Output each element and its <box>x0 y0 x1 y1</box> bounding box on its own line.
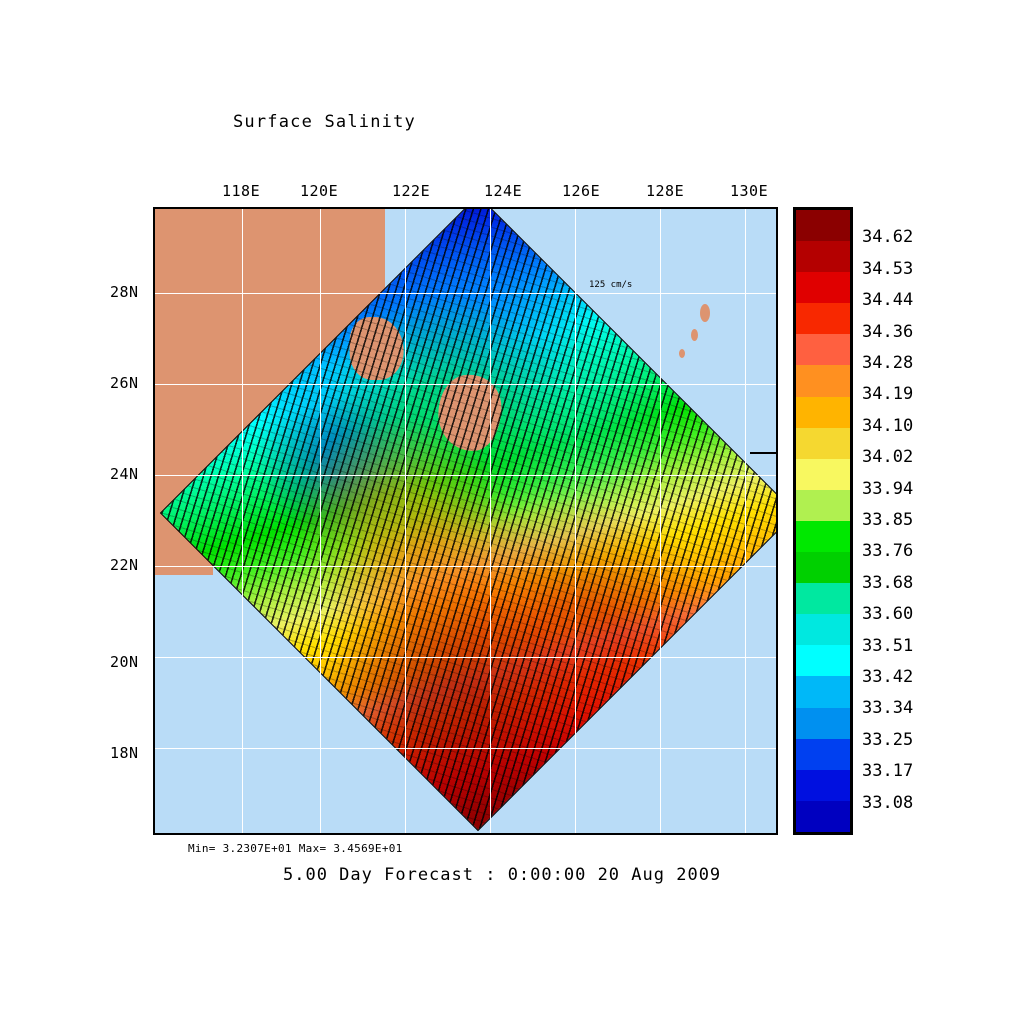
colorbar-band-0 <box>796 210 850 242</box>
lon-tick-label-124E: 124E <box>484 182 523 200</box>
lat-tick-label-18N: 18N <box>110 744 139 762</box>
graticule-meridian-1 <box>320 209 321 833</box>
colorbar-band-18 <box>796 769 850 801</box>
colorbar-label-34.44: 34.44 <box>862 290 914 311</box>
lat-tick-label-26N: 26N <box>110 374 139 392</box>
lat-tick-label-24N: 24N <box>110 465 139 483</box>
page-title: Surface Salinity <box>233 112 416 132</box>
colorbar-label-33.17: 33.17 <box>862 761 914 782</box>
graticule-meridian-2 <box>405 209 406 833</box>
colorbar-label-33.42: 33.42 <box>862 667 914 687</box>
forecast-annotation: 5.00 Day Forecast : 0:00:00 20 Aug 2009 <box>283 865 722 885</box>
lon-tick-label-120E: 120E <box>300 182 339 200</box>
lat-tick-label-22N: 22N <box>110 556 139 574</box>
graticule-meridian-4 <box>575 209 576 833</box>
colorbar-label-33.08: 33.08 <box>862 792 914 813</box>
graticule-parallel-1 <box>155 384 776 385</box>
graticule-meridian-6 <box>745 209 746 833</box>
landmass-island-north <box>700 304 710 322</box>
landmass-island-south <box>679 349 685 358</box>
landmass-island-mid <box>691 329 698 341</box>
colorbar-band-12 <box>796 583 850 615</box>
graticule-parallel-4 <box>155 657 776 658</box>
lon-tick-label-122E: 122E <box>392 182 431 200</box>
colorbar-band-16 <box>796 707 850 739</box>
colorbar-label-33.94: 33.94 <box>862 478 914 499</box>
colorbar-band-13 <box>796 614 850 646</box>
graticule-meridian-5 <box>660 209 661 833</box>
lon-tick-label-130E: 130E <box>730 182 769 200</box>
lon-tick-label-118E: 118E <box>222 182 261 200</box>
colorbar-band-1 <box>796 241 850 273</box>
colorbar-label-33.25: 33.25 <box>862 729 914 750</box>
vector-scale-label: 125 cm/s <box>589 280 633 290</box>
colorbar-band-7 <box>796 427 850 459</box>
colorbar-band-6 <box>796 396 850 428</box>
graticule-parallel-3 <box>155 566 776 567</box>
colorbar-band-14 <box>796 645 850 677</box>
colorbar-band-4 <box>796 334 850 366</box>
colorbar-label-33.34: 33.34 <box>862 698 914 719</box>
colorbar-band-3 <box>796 303 850 335</box>
colorbar-label-34.53: 34.53 <box>862 258 914 279</box>
graticule-meridian-3 <box>490 209 491 833</box>
graticule-parallel-2 <box>155 475 776 476</box>
colorbar-label-33.60: 33.60 <box>862 604 914 625</box>
graticule-parallel-5 <box>155 748 776 749</box>
colorbar-label-34.28: 34.28 <box>862 353 914 373</box>
colorbar-label-34.62: 34.62 <box>862 227 914 248</box>
colorbar-band-10 <box>796 520 850 553</box>
colorbar-label-34.36: 34.36 <box>862 321 914 342</box>
colorbar-label-34.10: 34.10 <box>862 415 914 436</box>
colorbar-label-33.68: 33.68 <box>862 572 914 593</box>
colorbar-band-11 <box>796 552 850 584</box>
minmax-annotation: Min= 3.2307E+01 Max= 3.4569E+01 <box>188 842 403 855</box>
lat-tick-label-28N: 28N <box>110 283 139 301</box>
colorbar-label-33.51: 33.51 <box>862 635 914 656</box>
colorbar-band-19 <box>796 800 850 832</box>
vector-scale-arrow <box>750 452 776 454</box>
graticule-meridian-0 <box>242 209 243 833</box>
lon-tick-label-126E: 126E <box>562 182 601 200</box>
colorbar-band-17 <box>796 738 850 770</box>
colorbar-band-15 <box>796 676 850 708</box>
colorbar-label-33.76: 33.76 <box>862 541 914 562</box>
colorbar-label-34.02: 34.02 <box>862 447 914 468</box>
graticule-parallel-0 <box>155 293 776 294</box>
colorbar <box>793 207 853 835</box>
colorbar-band-5 <box>796 365 850 397</box>
lon-tick-label-128E: 128E <box>646 182 685 200</box>
map-plot-area <box>153 207 778 835</box>
colorbar-band-9 <box>796 489 850 521</box>
colorbar-label-33.85: 33.85 <box>862 510 914 530</box>
colorbar-band-2 <box>796 272 850 304</box>
colorbar-band-8 <box>796 458 850 490</box>
colorbar-label-34.19: 34.19 <box>862 384 914 405</box>
lat-tick-label-20N: 20N <box>110 653 139 671</box>
